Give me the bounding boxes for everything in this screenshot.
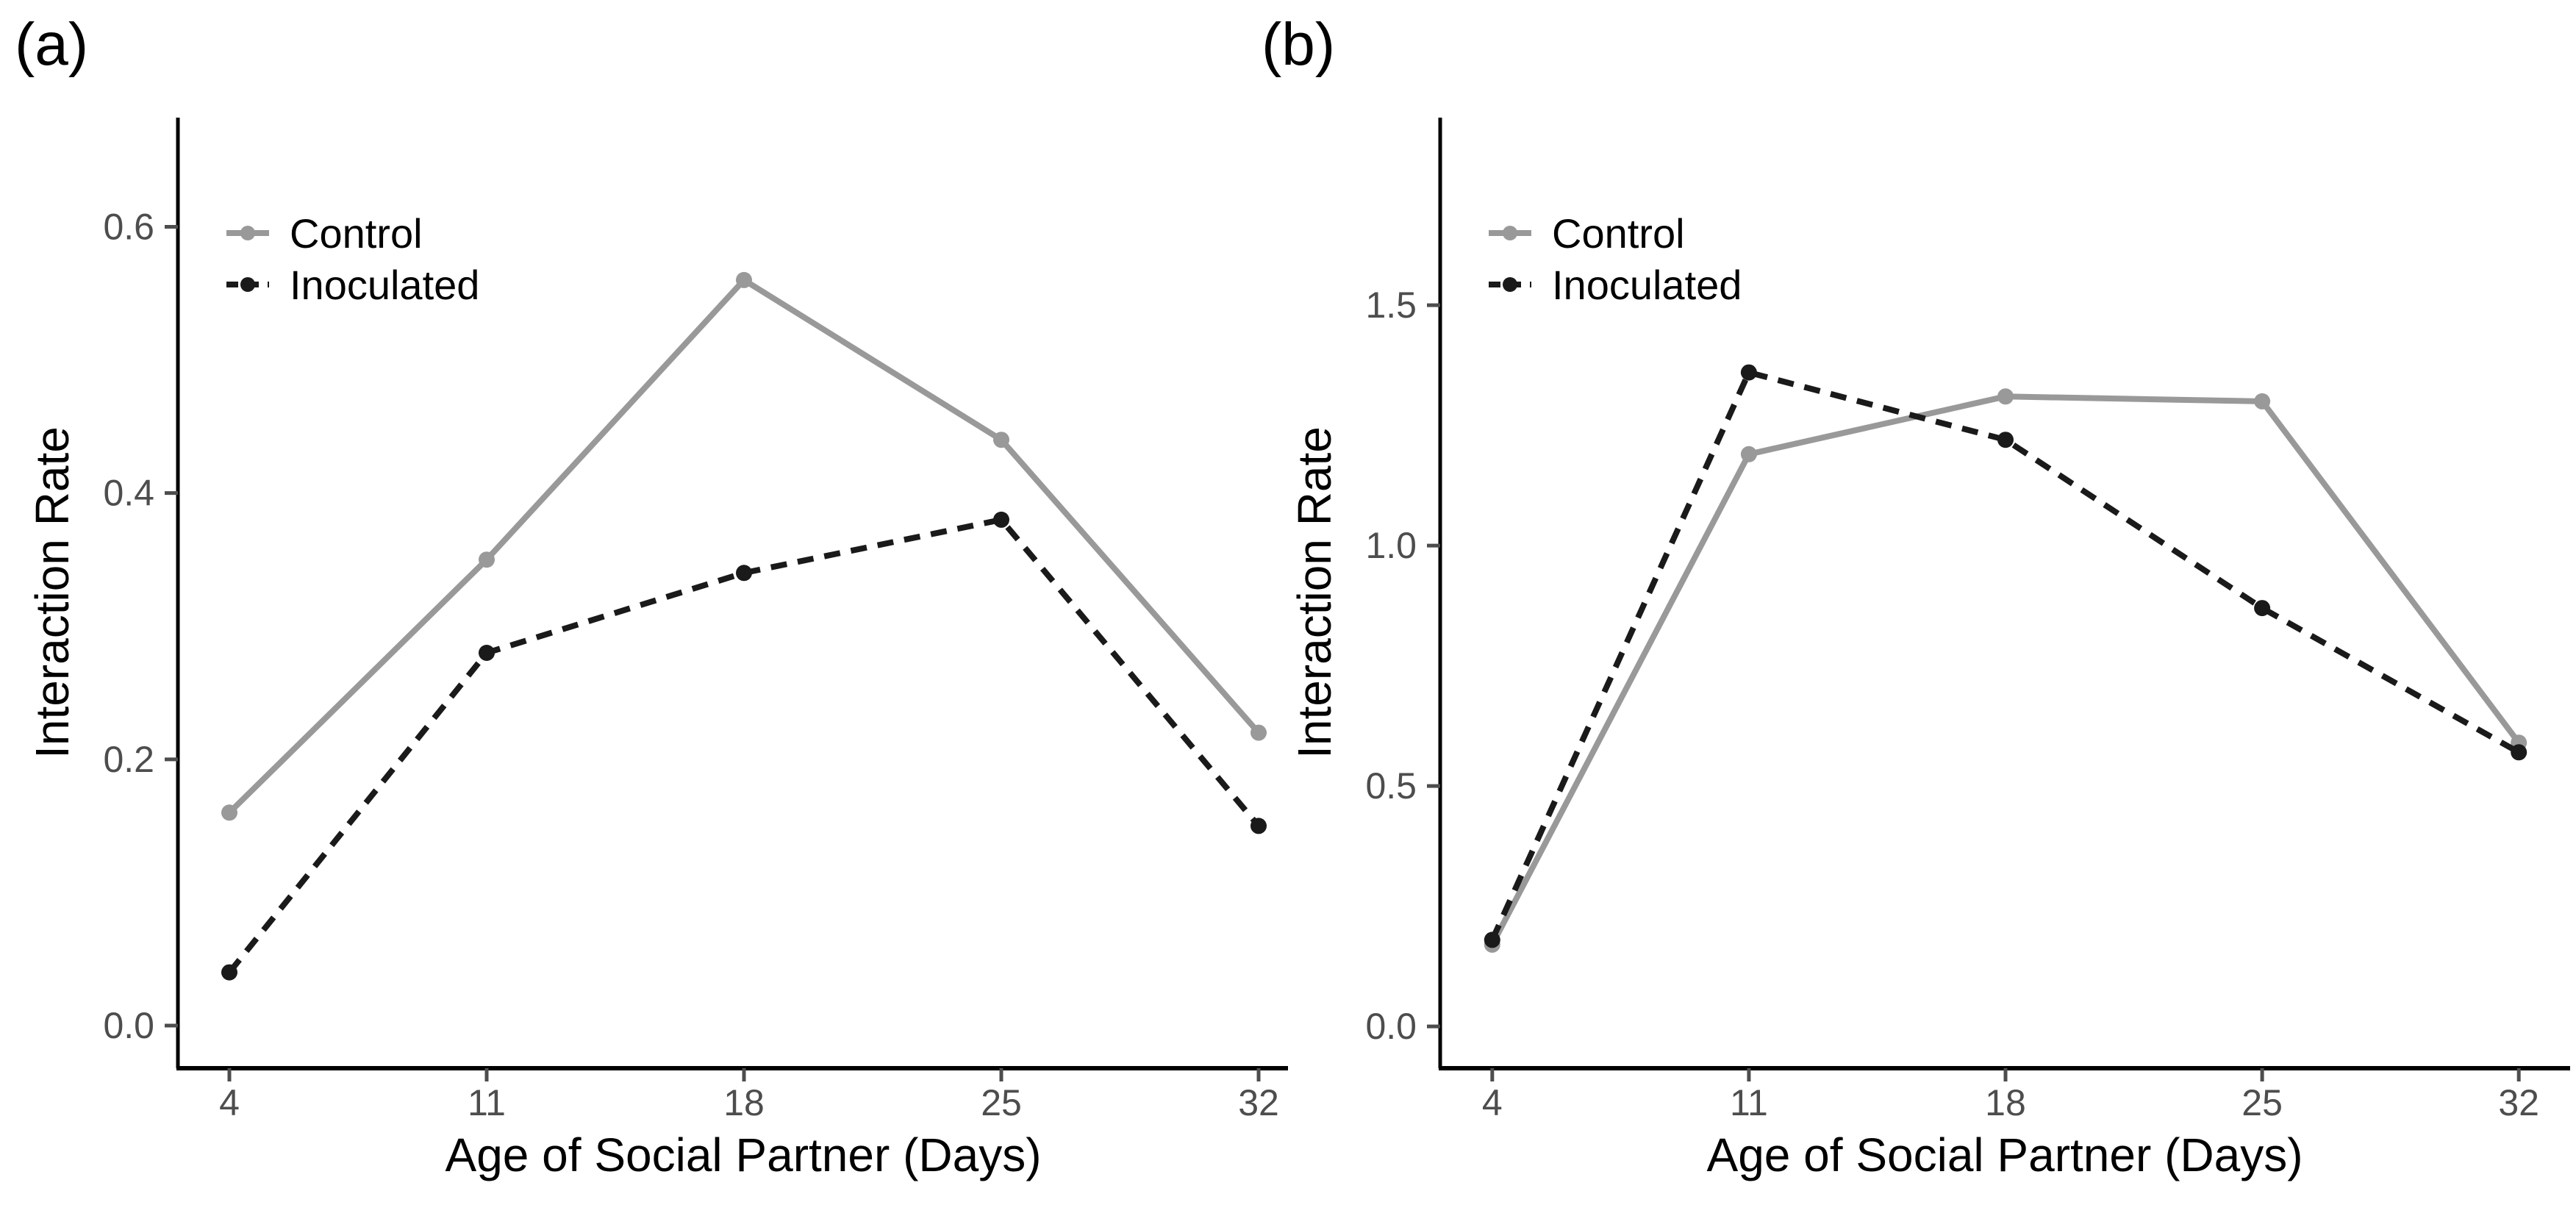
control-data-point — [993, 432, 1009, 448]
y-tick-label: 1.0 — [1365, 525, 1417, 566]
legend-item-control: Control — [226, 210, 479, 257]
control-data-point — [1740, 446, 1757, 462]
panel-b-x-axis-title: Age of Social Partner (Days) — [1706, 1129, 2303, 1181]
x-tick-label: 25 — [2242, 1082, 2283, 1123]
legend-label-control: Control — [1552, 210, 1685, 257]
legend-label-inoculated: Inoculated — [1552, 261, 1742, 308]
panel-a-x-axis-title: Age of Social Partner (Days) — [445, 1129, 1042, 1181]
y-tick-label: 0.0 — [1365, 1006, 1417, 1047]
x-tick-label: 18 — [1985, 1082, 2026, 1123]
x-tick-label: 11 — [1730, 1082, 1768, 1123]
control-series-line — [227, 276, 1262, 815]
inoculated-data-point — [1484, 931, 1500, 948]
y-tick-label: 0.0 — [103, 1005, 154, 1046]
panel-a-y-axis-title: Interaction Rate — [26, 426, 79, 759]
control-data-point — [2254, 393, 2271, 409]
inoculated-data-point — [1251, 818, 1267, 834]
inoculated-data-point — [2511, 744, 2527, 761]
y-tick-label: 0.6 — [103, 206, 154, 247]
legend-label-inoculated: Inoculated — [290, 261, 480, 308]
legend-item-inoculated: Inoculated — [1489, 261, 1742, 308]
inoculated-data-point — [1740, 364, 1757, 381]
y-tick-label: 0.5 — [1365, 765, 1417, 807]
legend-key-inoculated-icon — [1489, 277, 1531, 292]
control-data-point — [479, 551, 495, 568]
x-tick-label: 32 — [1238, 1082, 1279, 1123]
panel-a-plot: 0.0 0.2 0.4 0.6 4 11 18 25 32 — [103, 118, 1288, 1123]
y-tick-label: 0.2 — [103, 739, 154, 780]
y-tick-label: 0.4 — [103, 473, 154, 514]
panel-b-y-axis-title: Interaction Rate — [1288, 426, 1341, 759]
control-series-line — [1489, 393, 2522, 946]
legend-item-inoculated: Inoculated — [226, 261, 479, 308]
y-tick-label: 1.5 — [1365, 285, 1417, 326]
control-data-point — [1997, 388, 2014, 405]
legend-key-control-icon — [1489, 226, 1531, 240]
x-tick-label: 18 — [723, 1082, 765, 1123]
panel-a-legend: Control Inoculated — [226, 210, 479, 308]
inoculated-data-point — [993, 511, 1009, 528]
panel-b-plot: 0.0 0.5 1.0 1.5 4 11 18 25 32 — [1365, 118, 2570, 1123]
control-data-point — [1251, 724, 1267, 741]
legend-label-control: Control — [290, 210, 423, 257]
legend-key-control-icon — [226, 226, 269, 240]
inoculated-data-point — [479, 645, 495, 661]
legend-key-inoculated-icon — [226, 277, 269, 292]
inoculated-data-point — [2254, 600, 2271, 617]
inoculated-series-line — [226, 516, 1262, 975]
x-tick-label: 4 — [1482, 1082, 1503, 1123]
control-data-point — [736, 271, 752, 288]
x-tick-label: 4 — [219, 1082, 240, 1123]
inoculated-series-line — [1489, 368, 2521, 942]
inoculated-data-point — [736, 565, 752, 582]
panel-b-legend: Control Inoculated — [1489, 210, 1742, 308]
panel-b-label: (b) — [1262, 11, 1336, 78]
x-tick-label: 32 — [2498, 1082, 2539, 1123]
panel-a-label: (a) — [15, 11, 89, 78]
inoculated-data-point — [1997, 432, 2014, 448]
x-tick-label: 25 — [981, 1082, 1022, 1123]
inoculated-data-point — [221, 964, 237, 981]
control-data-point — [221, 804, 237, 821]
legend-item-control: Control — [1489, 210, 1742, 257]
x-tick-label: 11 — [468, 1082, 506, 1123]
